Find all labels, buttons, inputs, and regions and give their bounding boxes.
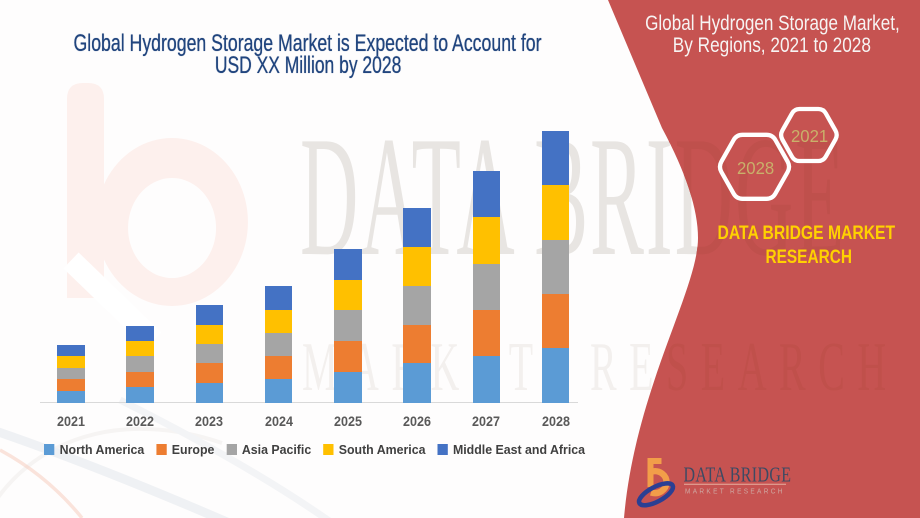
svg-text:DATA BRIDGE: DATA BRIDGE xyxy=(684,463,792,487)
svg-text:MARKET RESEARCH: MARKET RESEARCH xyxy=(685,488,785,495)
